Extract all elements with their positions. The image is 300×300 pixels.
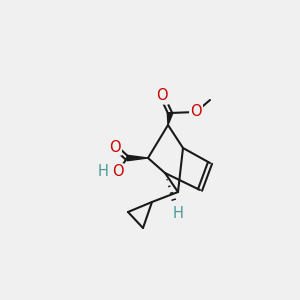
Text: O: O [112, 164, 124, 179]
Text: O: O [190, 104, 202, 119]
Text: H: H [172, 206, 183, 220]
Text: O: O [109, 140, 121, 154]
Text: H: H [98, 164, 108, 179]
Polygon shape [167, 112, 173, 125]
Polygon shape [127, 155, 148, 161]
Text: O: O [156, 88, 168, 104]
